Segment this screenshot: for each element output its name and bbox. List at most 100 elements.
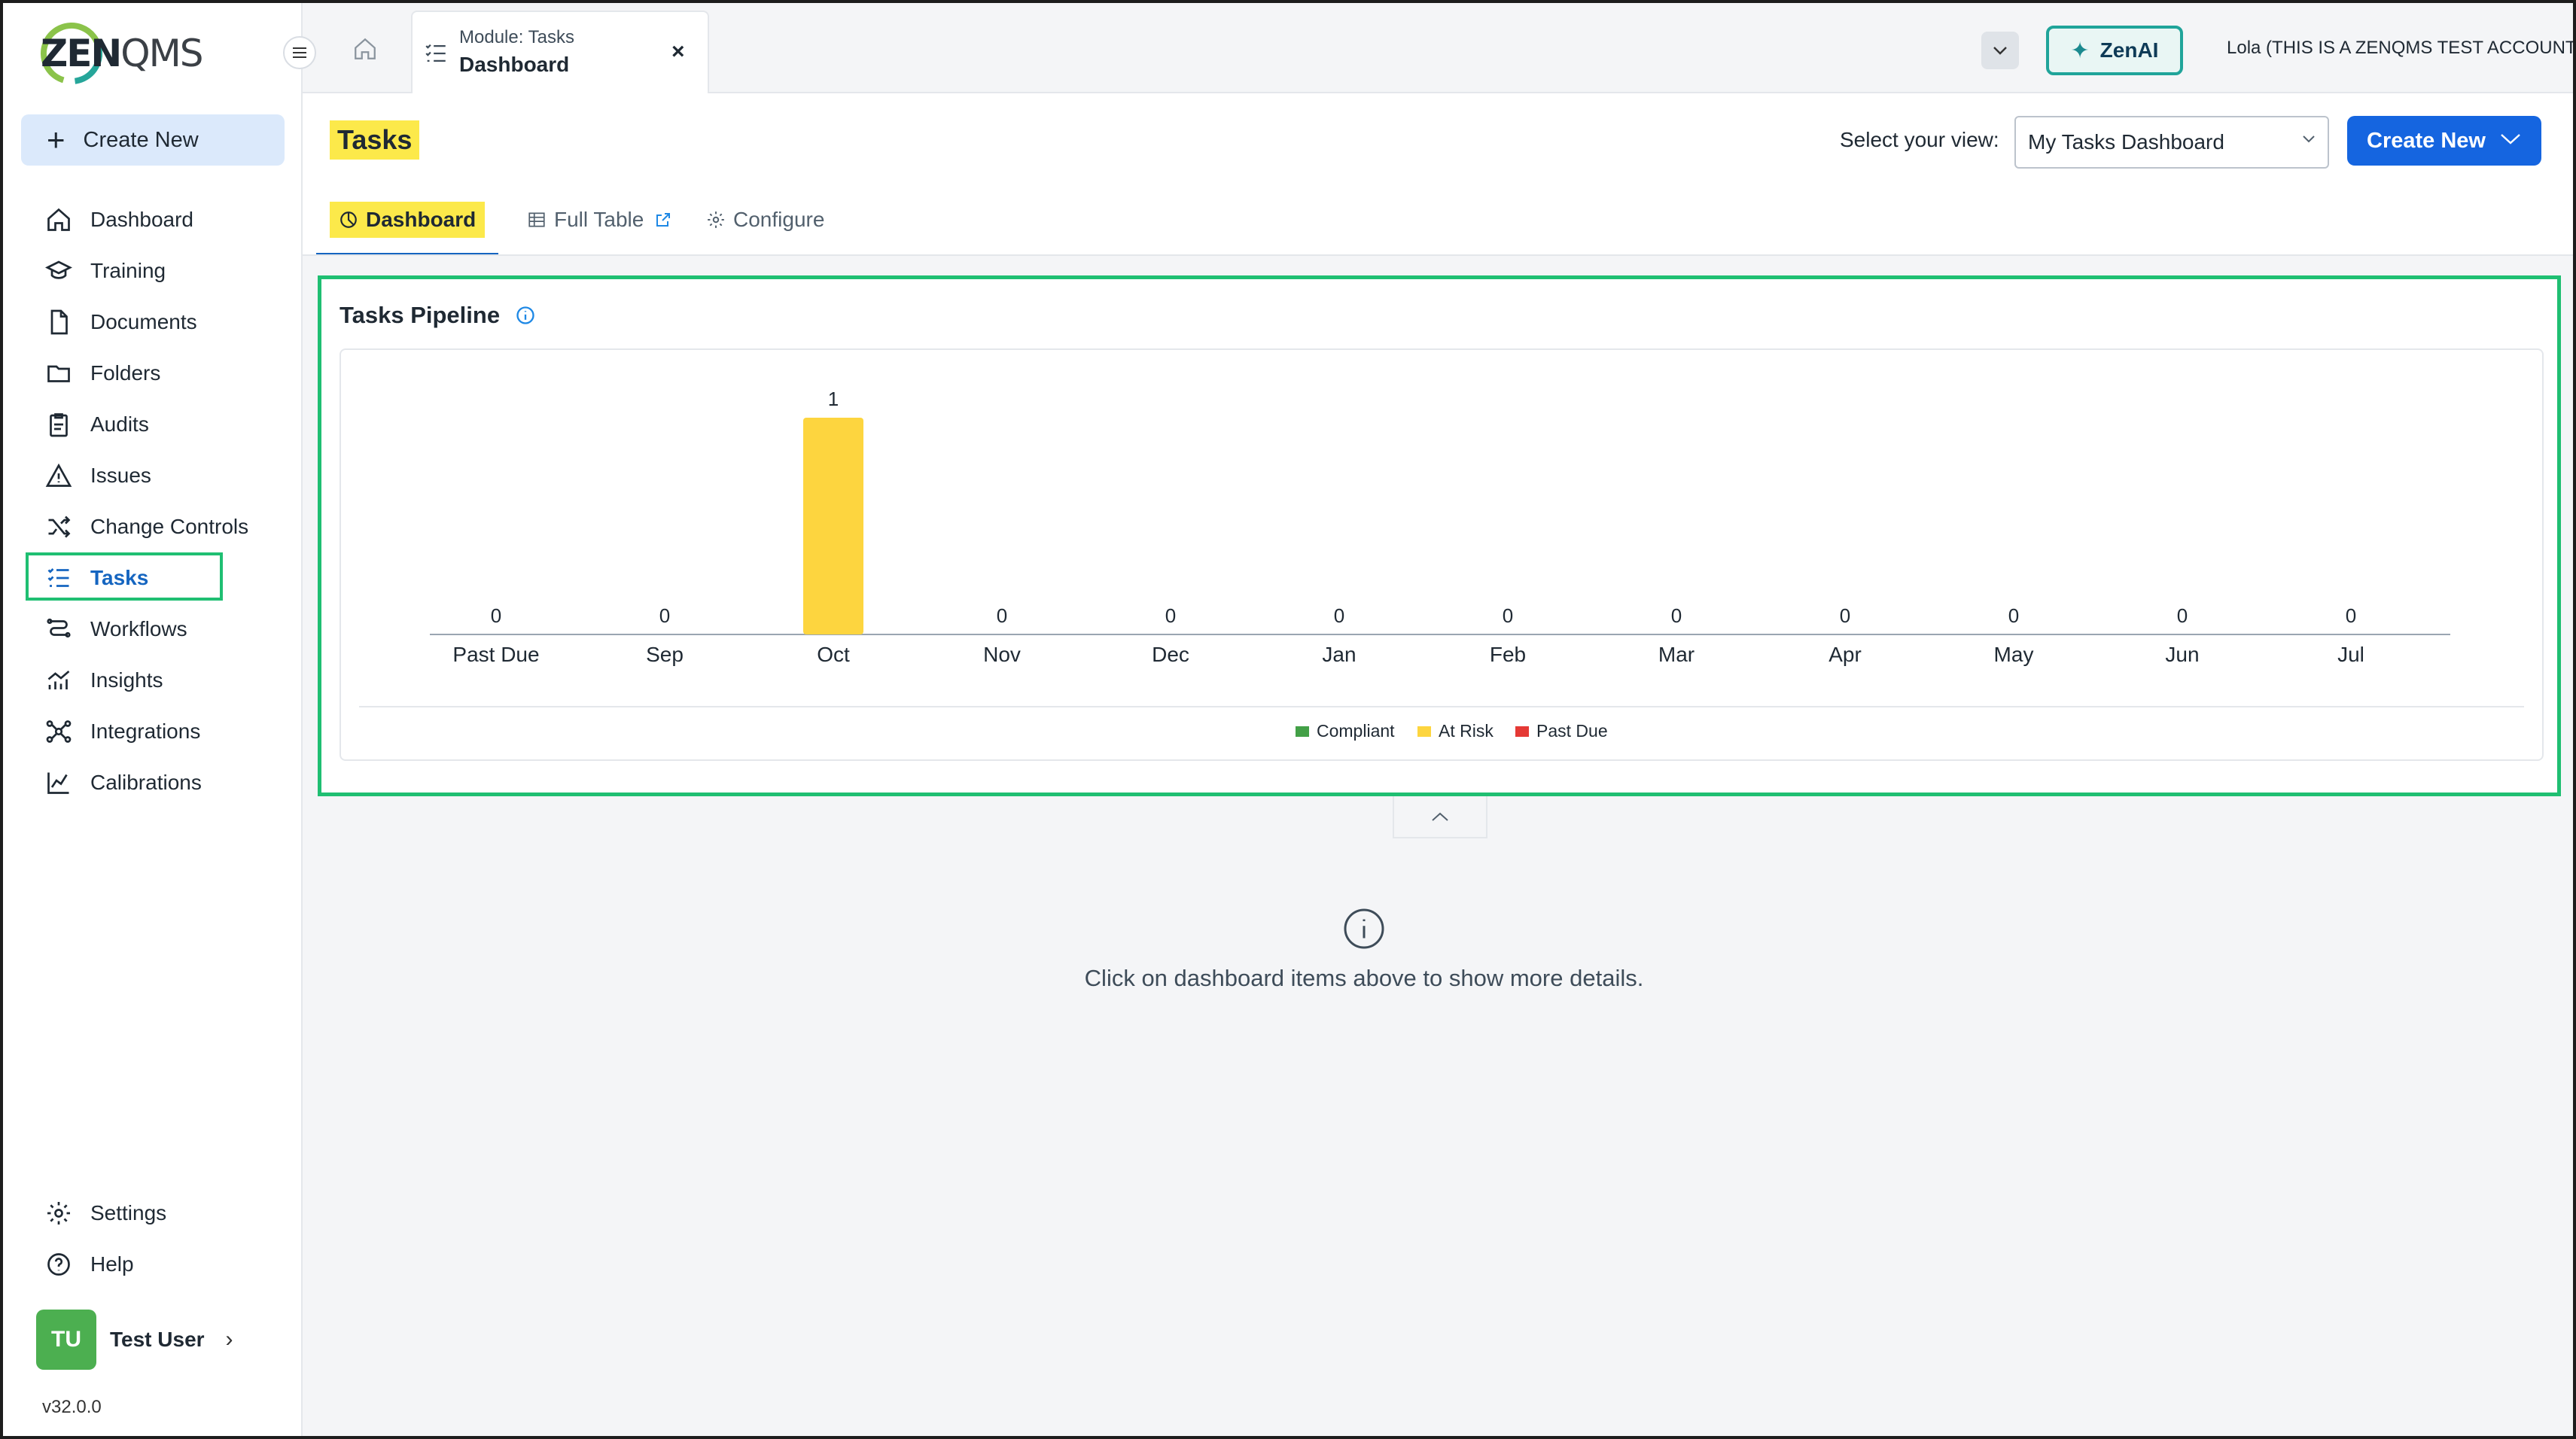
logo-qms: QMS	[120, 32, 203, 75]
tab-label: Configure	[733, 208, 825, 231]
zenqms-logo[interactable]: ZENQMS	[38, 20, 204, 87]
x-tick-label: Jan	[1322, 643, 1356, 666]
chevron-right-icon: ›	[225, 1327, 233, 1352]
sidebar-item-audits[interactable]: Audits	[3, 399, 303, 450]
bar-value-label: 0	[2008, 604, 2019, 627]
tab-label: Full Table	[554, 208, 644, 231]
user-name: Test User	[110, 1328, 205, 1351]
sidebar-item-label: Calibrations	[90, 771, 202, 794]
sidebar-create-new-label: Create New	[83, 127, 199, 152]
help-icon	[47, 1253, 70, 1276]
pipeline-chart: 0 Past Due 0 Sep 1 Oct 0 Nov 0 Dec 0 Jan 0 Feb 0 Mar 0 Ap…	[340, 348, 2544, 761]
info-icon	[1344, 908, 1384, 949]
sidebar-item-help[interactable]: Help	[3, 1239, 303, 1290]
bar-value-label: 0	[997, 604, 1007, 627]
module-tab-title: Dashboard	[459, 53, 570, 76]
top-bar: Module: Tasks Dashboard × ✦ ZenAI Lola (…	[303, 3, 2576, 93]
sidebar-item-tasks[interactable]: Tasks	[3, 552, 303, 604]
bar-at-risk[interactable]	[803, 418, 863, 634]
document-icon	[50, 309, 68, 335]
sidebar-item-calibrations[interactable]: Calibrations	[3, 757, 303, 808]
tab-full-table[interactable]: Full Table	[518, 193, 691, 256]
chevron-up-icon	[1432, 812, 1448, 821]
bar-value-label: 0	[1503, 604, 1513, 627]
x-tick-label: Feb	[1490, 643, 1526, 666]
pipeline-title-text: Tasks Pipeline	[340, 302, 501, 328]
zenai-label: ZenAI	[2099, 38, 2159, 62]
view-select[interactable]: My Tasks Dashboard	[2014, 116, 2329, 169]
close-tab-icon[interactable]: ×	[671, 39, 685, 64]
sidebar-item-dashboard[interactable]: Dashboard	[3, 194, 303, 245]
header-divider	[303, 254, 2573, 256]
home-tab-button[interactable]	[348, 32, 382, 66]
sidebar-item-folders[interactable]: Folders	[3, 348, 303, 399]
logo-ring-icon	[41, 23, 102, 84]
gear-icon	[47, 1202, 70, 1225]
chevron-down-icon	[2501, 134, 2520, 145]
legend-item-label: At Risk	[1439, 721, 1494, 741]
pipeline-chart-svg: 0 Past Due 0 Sep 1 Oct 0 Nov 0 Dec 0 Jan 0 Feb 0 Mar 0 Ap…	[359, 388, 2524, 741]
sidebar-item-workflows[interactable]: Workflows	[3, 604, 303, 655]
home-icon	[355, 38, 376, 59]
sidebar-item-label: Change Controls	[90, 515, 249, 538]
sidebar-item-label: Help	[90, 1252, 134, 1276]
sidebar-item-settings[interactable]: Settings	[3, 1188, 303, 1239]
legend-swatch	[1515, 726, 1529, 737]
bar-value-label: 0	[2346, 604, 2356, 627]
collapse-panel-button[interactable]	[1393, 796, 1487, 838]
x-tick-label: Past Due	[452, 643, 539, 666]
table-icon	[528, 212, 545, 227]
zenai-button[interactable]: ✦ ZenAI	[2046, 26, 2183, 75]
x-tick-label: May	[1994, 643, 2034, 666]
gear-icon	[708, 211, 724, 228]
x-tick-label: Apr	[1828, 643, 1862, 666]
account-label[interactable]: Lola (THIS IS A ZENQMS TEST ACCOUNT)	[2227, 38, 2576, 58]
sidebar-item-label: Dashboard	[90, 208, 193, 231]
module-tab[interactable]: Module: Tasks Dashboard ×	[411, 11, 709, 93]
sidebar-collapse-button[interactable]	[283, 36, 316, 69]
sidebar-item-label: Issues	[90, 464, 151, 487]
home-icon	[47, 208, 70, 231]
tab-configure[interactable]: Configure	[697, 193, 848, 256]
sidebar-item-integrations[interactable]: Integrations	[3, 706, 303, 757]
app-version: v32.0.0	[42, 1397, 102, 1417]
tabs-dropdown-button[interactable]	[1981, 32, 2019, 69]
tab-label: Dashboard	[366, 208, 477, 231]
sidebar-item-insights[interactable]: Insights	[3, 655, 303, 706]
sidebar-item-label: Documents	[90, 310, 197, 333]
module-tab-label: Module: Tasks	[459, 27, 574, 47]
sidebar-item-label: Audits	[90, 412, 149, 436]
pipeline-title: Tasks Pipeline	[340, 302, 536, 329]
integrations-icon	[46, 720, 72, 743]
clipboard-icon	[50, 413, 68, 437]
warning-icon	[45, 463, 72, 487]
sidebar-item-training[interactable]: Training	[3, 245, 303, 297]
menu-icon	[293, 47, 306, 58]
active-item-highlight	[26, 552, 223, 601]
folder-icon	[47, 365, 70, 382]
page-header: Tasks Select your view: My Tasks Dashboa…	[303, 93, 2573, 256]
user-menu[interactable]: TU Test User ›	[36, 1310, 233, 1370]
logo-zen: ZEN	[41, 32, 122, 75]
info-icon[interactable]	[515, 305, 536, 326]
x-tick-label: Oct	[817, 643, 850, 666]
workflow-icon	[47, 618, 71, 638]
tab-dashboard[interactable]: Dashboard	[316, 193, 498, 256]
bar-value-label: 1	[828, 388, 839, 410]
shuffle-icon	[48, 516, 71, 538]
dashboard-icon	[340, 211, 357, 228]
graduation-cap-icon	[45, 260, 72, 279]
x-tick-label: Sep	[646, 643, 684, 666]
bar-value-label: 0	[1334, 604, 1344, 627]
sparkle-icon: ✦	[2070, 38, 2090, 63]
sidebar-item-documents[interactable]: Documents	[3, 297, 303, 348]
bar-value-label: 0	[1165, 604, 1176, 627]
sidebar-create-new-button[interactable]: + Create New	[21, 114, 285, 166]
sidebar-item-change-controls[interactable]: Change Controls	[3, 501, 303, 552]
sidebar-item-issues[interactable]: Issues	[3, 450, 303, 501]
avatar: TU	[36, 1310, 96, 1370]
page-title: Tasks	[330, 120, 420, 160]
create-new-button[interactable]: Create New	[2347, 116, 2541, 166]
x-tick-label: Mar	[1658, 643, 1694, 666]
x-tick-label: Nov	[983, 643, 1021, 666]
